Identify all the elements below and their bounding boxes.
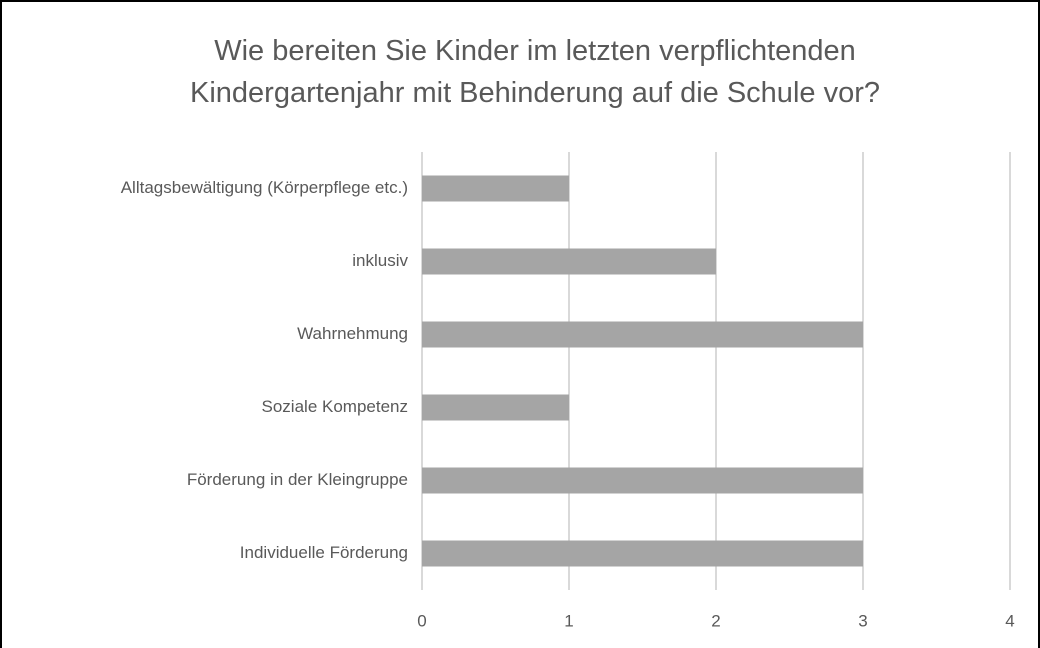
y-tick-label: inklusiv bbox=[352, 251, 408, 270]
chart-title: Wie bereiten Sie Kinder im letzten verpf… bbox=[190, 35, 880, 109]
bar bbox=[422, 394, 569, 421]
x-tick-label: 3 bbox=[858, 611, 867, 630]
y-tick-label: Alltagsbewältigung (Körperpflege etc.) bbox=[121, 178, 408, 197]
y-tick-label: Individuelle Förderung bbox=[240, 543, 408, 562]
x-tick-label: 4 bbox=[1005, 611, 1014, 630]
x-tick-label: 1 bbox=[564, 611, 573, 630]
x-tick-label: 0 bbox=[417, 611, 426, 630]
y-tick-label: Förderung in der Kleingruppe bbox=[187, 470, 408, 489]
y-tick-label: Soziale Kompetenz bbox=[262, 397, 408, 416]
x-tick-label: 2 bbox=[711, 611, 720, 630]
bar bbox=[422, 175, 569, 202]
bar bbox=[422, 467, 863, 494]
y-tick-label: Wahrnehmung bbox=[297, 324, 408, 343]
bar bbox=[422, 248, 716, 275]
bar bbox=[422, 321, 863, 348]
bar bbox=[422, 540, 863, 567]
